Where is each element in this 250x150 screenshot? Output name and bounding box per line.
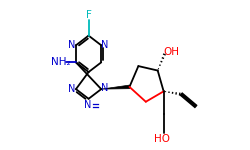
Polygon shape <box>101 85 130 89</box>
Text: HO: HO <box>154 134 170 144</box>
Text: N: N <box>68 84 76 94</box>
Text: N: N <box>68 40 76 50</box>
Text: OH: OH <box>163 47 179 57</box>
Text: F: F <box>86 10 91 20</box>
Text: NH₂: NH₂ <box>50 57 70 67</box>
Text: N: N <box>84 100 91 110</box>
Text: N: N <box>101 83 109 93</box>
Text: N: N <box>101 40 109 50</box>
